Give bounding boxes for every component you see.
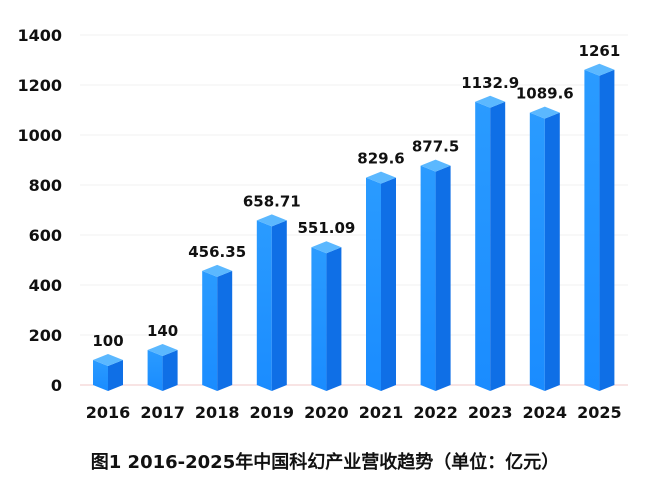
y-tick-label: 1000	[17, 126, 62, 145]
x-tick-label: 2020	[304, 403, 349, 422]
y-tick-label: 800	[29, 176, 62, 195]
bar-side-face	[217, 270, 233, 391]
bar-top-face	[529, 106, 560, 119]
data-label: 100	[92, 332, 123, 350]
bar-side-face	[490, 101, 506, 392]
bar-side-face	[271, 220, 287, 391]
y-tick-label: 1200	[17, 76, 62, 95]
bar-front-face	[147, 350, 163, 391]
bar-top-face	[311, 241, 342, 254]
chart-title: 图1 2016-2025年中国科幻产业营收趋势（单位：亿元）	[90, 452, 560, 473]
bar-side-face	[108, 360, 123, 391]
bar-side-face	[435, 165, 451, 391]
x-tick-label: 2018	[195, 403, 240, 422]
data-label: 658.71	[243, 192, 301, 210]
y-tick-label: 200	[29, 326, 62, 345]
bar-top-face	[475, 95, 506, 108]
bar-side-face	[381, 177, 396, 391]
bar-front-face	[420, 165, 436, 391]
data-label: 1261	[579, 42, 621, 60]
bar-side-face	[544, 112, 560, 391]
bar-chart: 0 200 400 600 800 1000 1200 1400 100 2016 140 2017 4…	[17, 26, 628, 422]
data-label: 456.35	[188, 243, 246, 261]
x-tick-label: 2017	[140, 403, 185, 422]
data-label: 140	[147, 322, 178, 340]
y-tick-label: 1400	[17, 26, 62, 45]
bar-top-face	[366, 171, 396, 184]
bar-front-face	[529, 112, 545, 391]
bar-top-face	[202, 264, 233, 277]
bar-front-face	[256, 220, 272, 391]
data-label: 1132.9	[461, 74, 519, 92]
bar-side-face	[326, 247, 342, 391]
data-label: 877.5	[412, 138, 459, 156]
bar-front-face	[584, 69, 600, 391]
x-tick-label: 2021	[359, 403, 404, 422]
x-tick-label: 2025	[577, 403, 622, 422]
data-label: 829.6	[357, 150, 404, 168]
data-label: 551.09	[297, 219, 355, 237]
y-tick-label: 600	[29, 226, 62, 245]
y-tick-label: 400	[29, 276, 62, 295]
bar-front-face	[93, 360, 108, 391]
bar-front-face	[311, 247, 327, 391]
x-tick-label: 2019	[250, 403, 295, 422]
x-tick-label: 2022	[413, 403, 458, 422]
bar-top-face	[93, 354, 123, 366]
bar-side-face	[599, 69, 615, 391]
x-tick-label: 2016	[86, 403, 131, 422]
x-tick-label: 2024	[523, 403, 568, 422]
y-tick-label: 0	[51, 376, 62, 395]
bar-side-face	[162, 350, 178, 391]
bar-top-face	[147, 344, 178, 356]
bar-front-face	[475, 101, 491, 392]
bar-top-face	[256, 214, 287, 227]
bar-front-face	[202, 270, 218, 391]
data-label: 1089.6	[516, 85, 574, 103]
x-tick-label: 2023	[468, 403, 513, 422]
bar-front-face	[366, 177, 381, 391]
bar-top-face	[420, 159, 451, 172]
bar-top-face	[584, 63, 615, 76]
